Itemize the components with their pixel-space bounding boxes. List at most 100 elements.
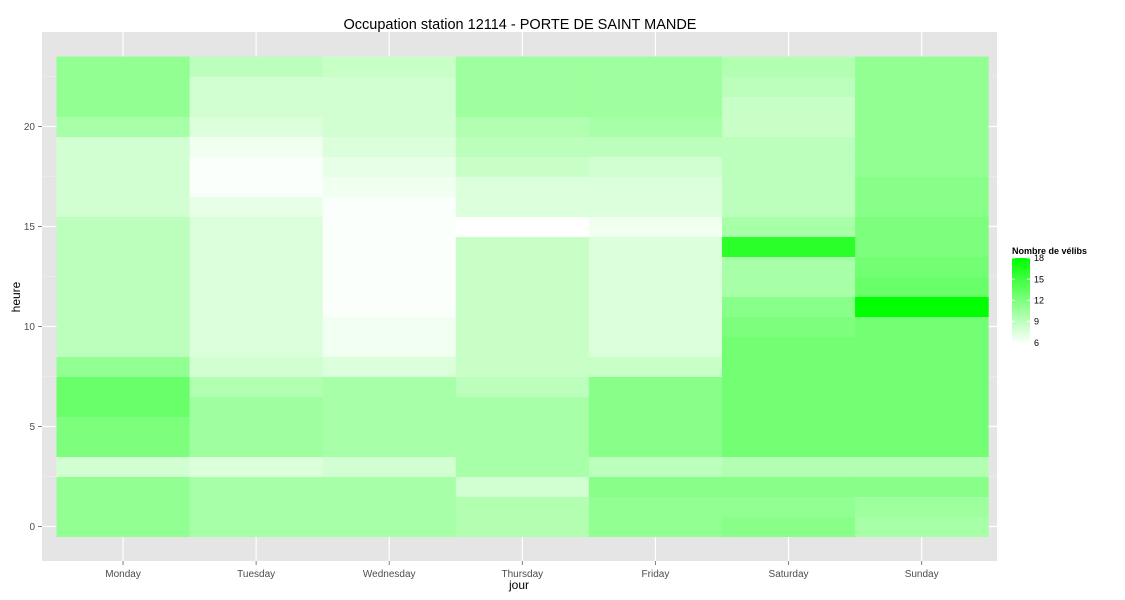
heatmap-cell-wednesday-12 [323, 277, 457, 298]
heatmap-cell-saturday-7 [722, 377, 856, 398]
heatmap-cell-wednesday-21 [323, 97, 457, 118]
heatmap-cell-sunday-3 [855, 457, 989, 478]
heatmap-tiles [57, 57, 989, 538]
heatmap-cell-sunday-17 [855, 177, 989, 198]
heatmap-cell-sunday-10 [855, 317, 989, 338]
heatmap-cell-tuesday-12 [190, 277, 324, 298]
heatmap-cell-tuesday-18 [190, 157, 324, 178]
x-tick-label: Tuesday [237, 569, 275, 580]
x-tick-label: Saturday [769, 569, 809, 580]
heatmap-cell-wednesday-6 [323, 397, 457, 418]
heatmap-cell-sunday-6 [855, 397, 989, 418]
heatmap-cell-friday-13 [589, 257, 723, 278]
heatmap-cell-monday-7 [57, 377, 191, 398]
heatmap-cell-wednesday-22 [323, 77, 457, 98]
legend-tick-label: 15 [1034, 274, 1044, 284]
heatmap-cell-tuesday-23 [190, 57, 324, 78]
heatmap-cell-friday-21 [589, 97, 723, 118]
heatmap-cell-tuesday-13 [190, 257, 324, 278]
heatmap-cell-thursday-21 [456, 97, 590, 118]
heatmap-cell-monday-3 [57, 457, 191, 478]
legend-colorbar [1012, 258, 1030, 344]
heatmap-cell-wednesday-1 [323, 497, 457, 518]
heatmap-cell-monday-2 [57, 477, 191, 498]
heatmap-cell-saturday-20 [722, 117, 856, 138]
heatmap-cell-tuesday-8 [190, 357, 324, 378]
heatmap-cell-monday-8 [57, 357, 191, 378]
heatmap-cell-thursday-14 [456, 237, 590, 258]
heatmap-cell-thursday-12 [456, 277, 590, 298]
heatmap-cell-saturday-22 [722, 77, 856, 98]
legend-tick-label: 18 [1034, 253, 1044, 263]
heatmap-cell-tuesday-3 [190, 457, 324, 478]
heatmap-cell-friday-22 [589, 77, 723, 98]
heatmap-cell-wednesday-8 [323, 357, 457, 378]
heatmap-cell-thursday-0 [456, 517, 590, 538]
heatmap-cell-monday-23 [57, 57, 191, 78]
heatmap-cell-monday-17 [57, 177, 191, 198]
y-tick-labels: 0 5 10 15 20 [24, 122, 42, 533]
heatmap-cell-thursday-20 [456, 117, 590, 138]
heatmap-cell-friday-2 [589, 477, 723, 498]
heatmap-cell-tuesday-5 [190, 417, 324, 438]
heatmap-cell-saturday-2 [722, 477, 856, 498]
heatmap-cell-wednesday-20 [323, 117, 457, 138]
y-tick-label: 0 [29, 522, 35, 533]
heatmap-cell-saturday-6 [722, 397, 856, 418]
legend-tick-label: 12 [1034, 295, 1044, 305]
heatmap-cell-wednesday-7 [323, 377, 457, 398]
legend-tick-label: 9 [1034, 317, 1039, 327]
heatmap-cell-saturday-13 [722, 257, 856, 278]
heatmap-cell-saturday-16 [722, 197, 856, 218]
heatmap-cell-sunday-9 [855, 337, 989, 358]
heatmap-cell-sunday-18 [855, 157, 989, 178]
heatmap-cell-wednesday-19 [323, 137, 457, 158]
heatmap-cell-friday-9 [589, 337, 723, 358]
y-tick-label: 20 [24, 122, 36, 133]
heatmap-cell-tuesday-0 [190, 517, 324, 538]
heatmap-cell-saturday-8 [722, 357, 856, 378]
heatmap-cell-tuesday-14 [190, 237, 324, 258]
heatmap-cell-monday-4 [57, 437, 191, 458]
heatmap-cell-saturday-9 [722, 337, 856, 358]
heatmap-cell-saturday-21 [722, 97, 856, 118]
heatmap-cell-sunday-14 [855, 237, 989, 258]
heatmap-cell-friday-20 [589, 117, 723, 138]
heatmap-cell-wednesday-15 [323, 217, 457, 238]
heatmap-cell-sunday-11 [855, 297, 989, 318]
heatmap-cell-thursday-16 [456, 197, 590, 218]
heatmap-cell-thursday-7 [456, 377, 590, 398]
heatmap-cell-thursday-6 [456, 397, 590, 418]
heatmap-cell-thursday-19 [456, 137, 590, 158]
x-axis-title: jour [508, 578, 529, 592]
y-tick-label: 5 [29, 422, 35, 433]
heatmap-cell-wednesday-13 [323, 257, 457, 278]
heatmap-cell-thursday-17 [456, 177, 590, 198]
heatmap-cell-sunday-22 [855, 77, 989, 98]
heatmap-cell-thursday-9 [456, 337, 590, 358]
heatmap-cell-friday-14 [589, 237, 723, 258]
heatmap-cell-friday-19 [589, 137, 723, 158]
heatmap-cell-thursday-18 [456, 157, 590, 178]
heatmap-cell-tuesday-15 [190, 217, 324, 238]
legend-tick-label: 6 [1034, 338, 1039, 348]
heatmap-cell-tuesday-10 [190, 317, 324, 338]
color-legend: Nombre de vélibs 6 9 12 15 18 [1012, 246, 1087, 348]
heatmap-cell-sunday-7 [855, 377, 989, 398]
heatmap-cell-wednesday-23 [323, 57, 457, 78]
heatmap-cell-thursday-22 [456, 77, 590, 98]
heatmap-cell-saturday-14 [722, 237, 856, 258]
heatmap-cell-sunday-2 [855, 477, 989, 498]
heatmap-cell-thursday-4 [456, 437, 590, 458]
heatmap-cell-friday-10 [589, 317, 723, 338]
heatmap-cell-wednesday-2 [323, 477, 457, 498]
heatmap-cell-monday-22 [57, 77, 191, 98]
heatmap-cell-wednesday-10 [323, 317, 457, 338]
heatmap-cell-sunday-1 [855, 497, 989, 518]
heatmap-cell-thursday-15 [456, 217, 590, 238]
heatmap-cell-sunday-23 [855, 57, 989, 78]
heatmap-cell-tuesday-22 [190, 77, 324, 98]
y-axis-title: heure [9, 281, 23, 312]
y-tick-label: 15 [24, 222, 36, 233]
